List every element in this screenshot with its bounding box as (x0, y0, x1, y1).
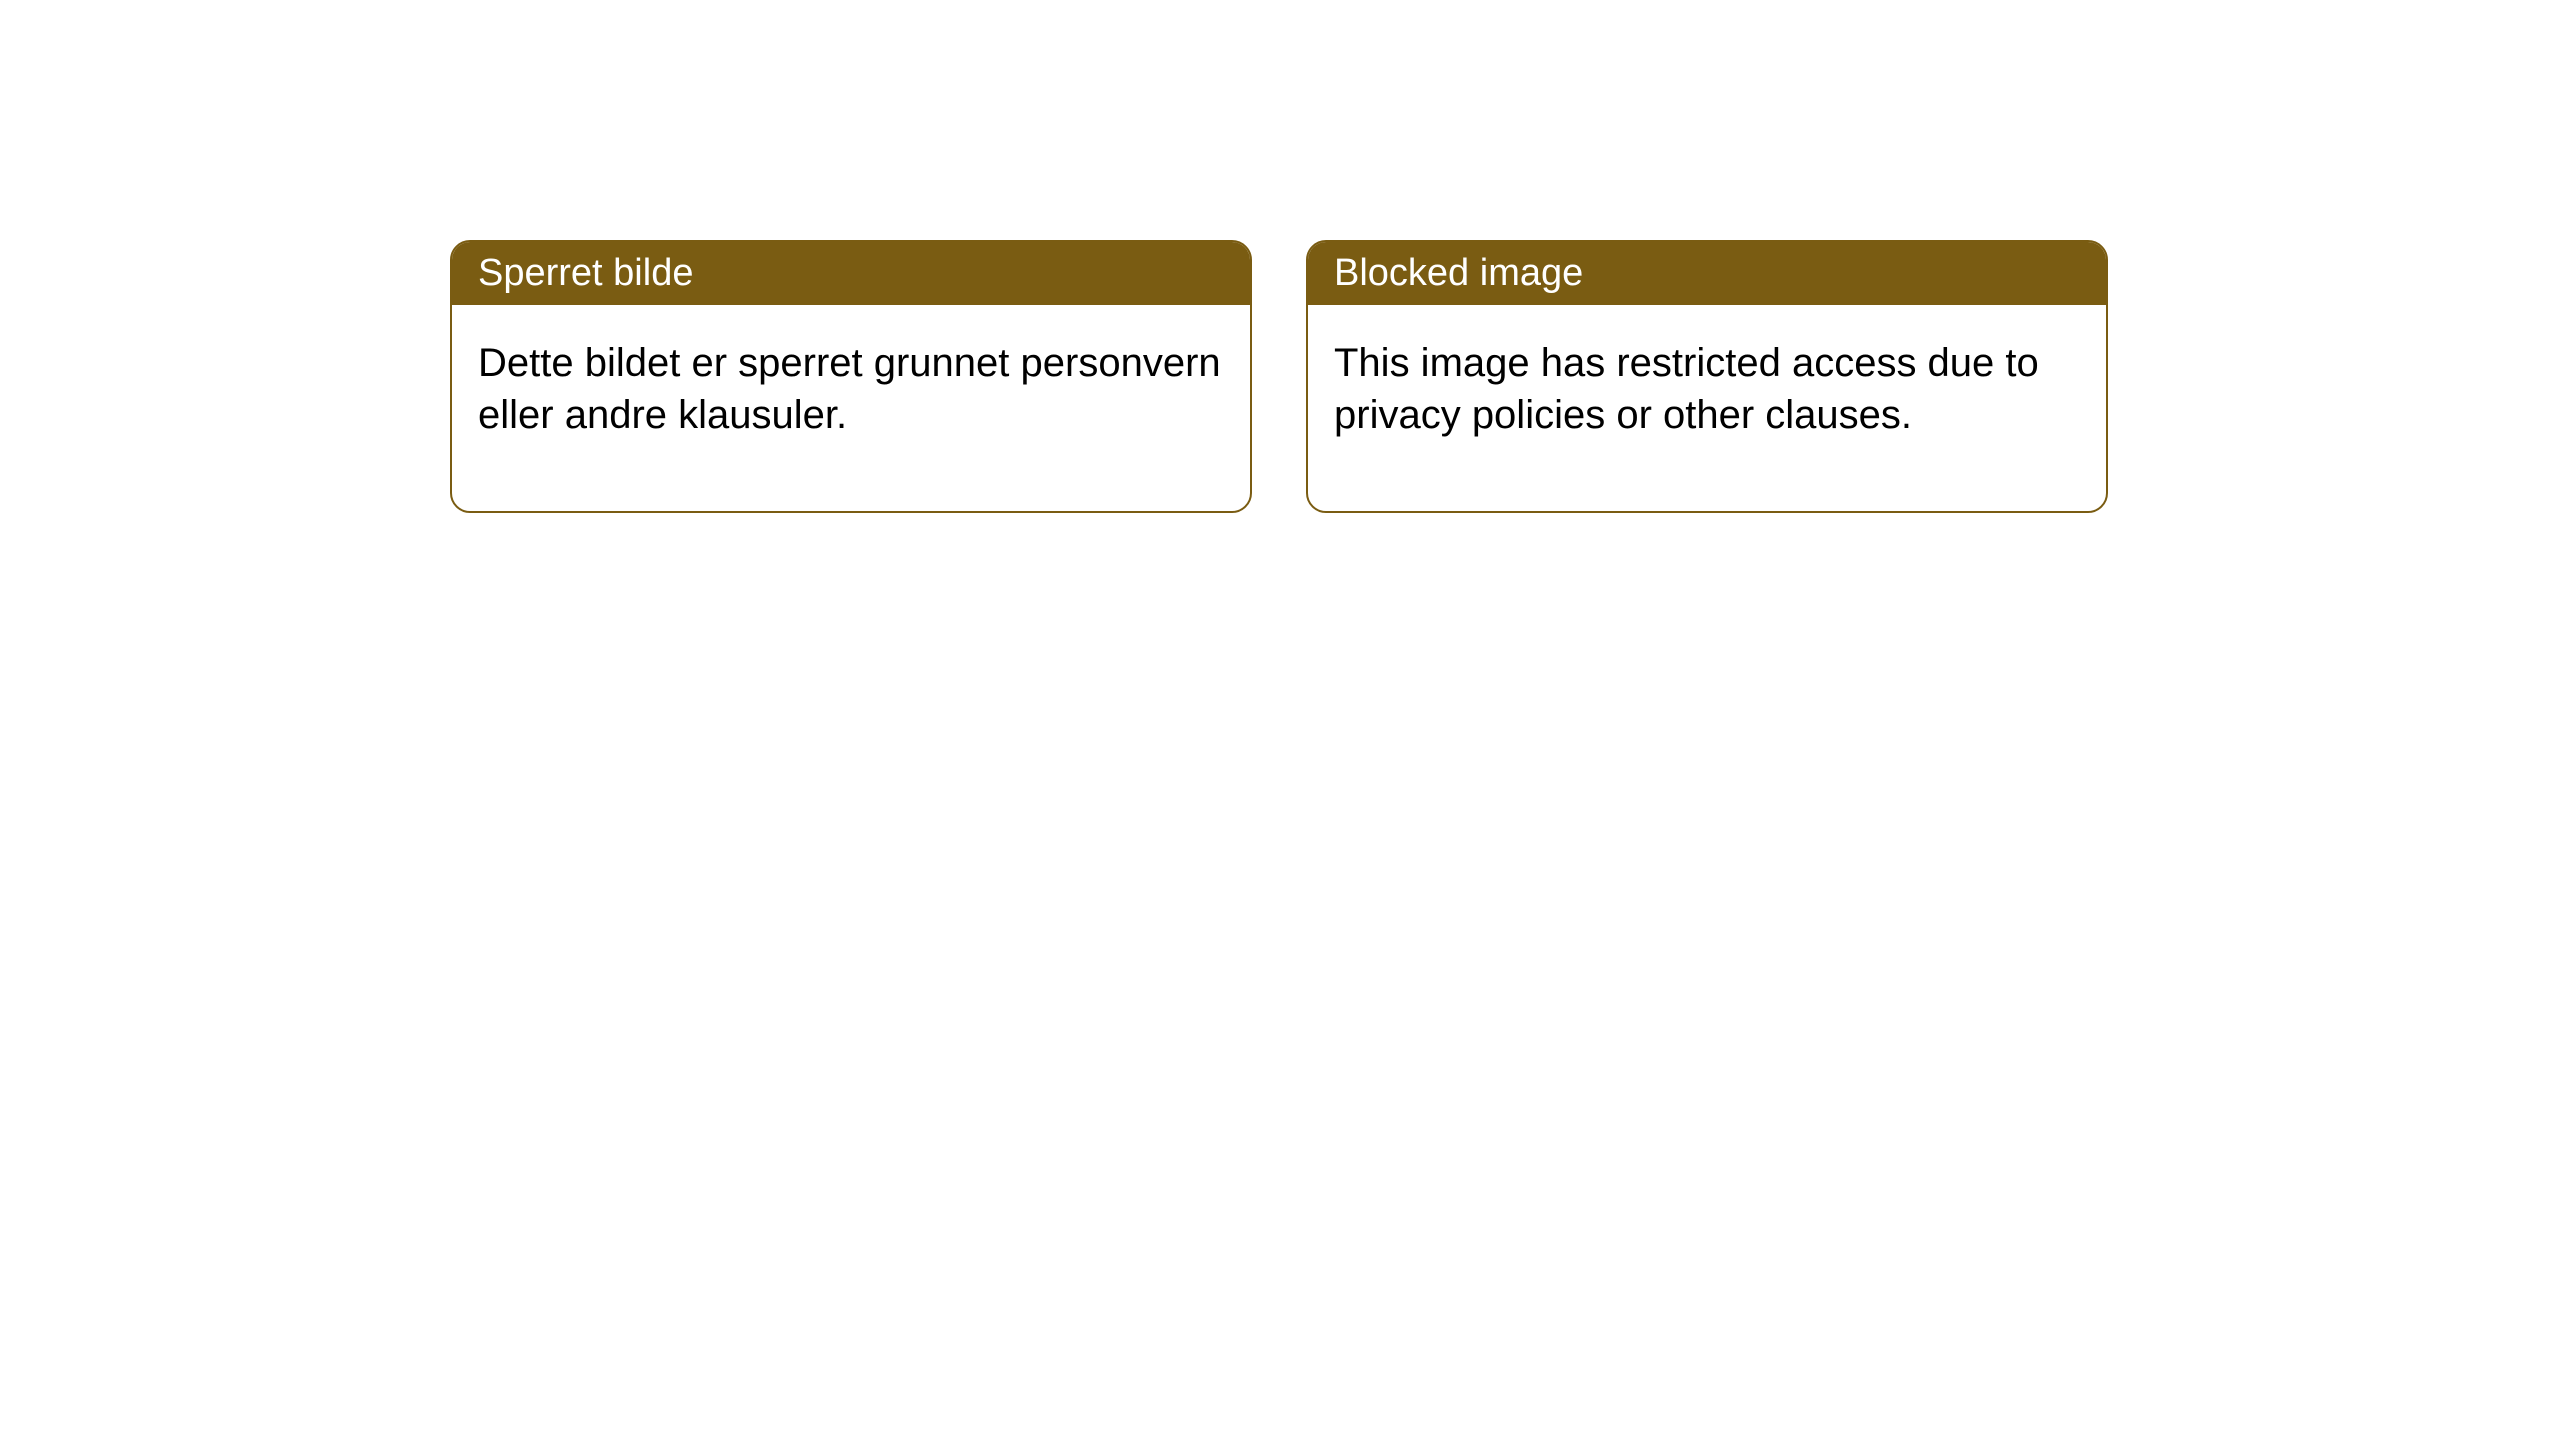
card-header: Blocked image (1308, 242, 2106, 305)
notice-card-norwegian: Sperret bilde Dette bildet er sperret gr… (450, 240, 1252, 513)
card-title: Blocked image (1334, 252, 1583, 294)
card-body: Dette bildet er sperret grunnet personve… (452, 305, 1250, 511)
card-title: Sperret bilde (478, 252, 693, 294)
card-body: This image has restricted access due to … (1308, 305, 2106, 511)
card-body-text: Dette bildet er sperret grunnet personve… (478, 341, 1221, 437)
card-body-text: This image has restricted access due to … (1334, 341, 2039, 437)
card-header: Sperret bilde (452, 242, 1250, 305)
cards-container: Sperret bilde Dette bildet er sperret gr… (450, 240, 2108, 513)
notice-card-english: Blocked image This image has restricted … (1306, 240, 2108, 513)
